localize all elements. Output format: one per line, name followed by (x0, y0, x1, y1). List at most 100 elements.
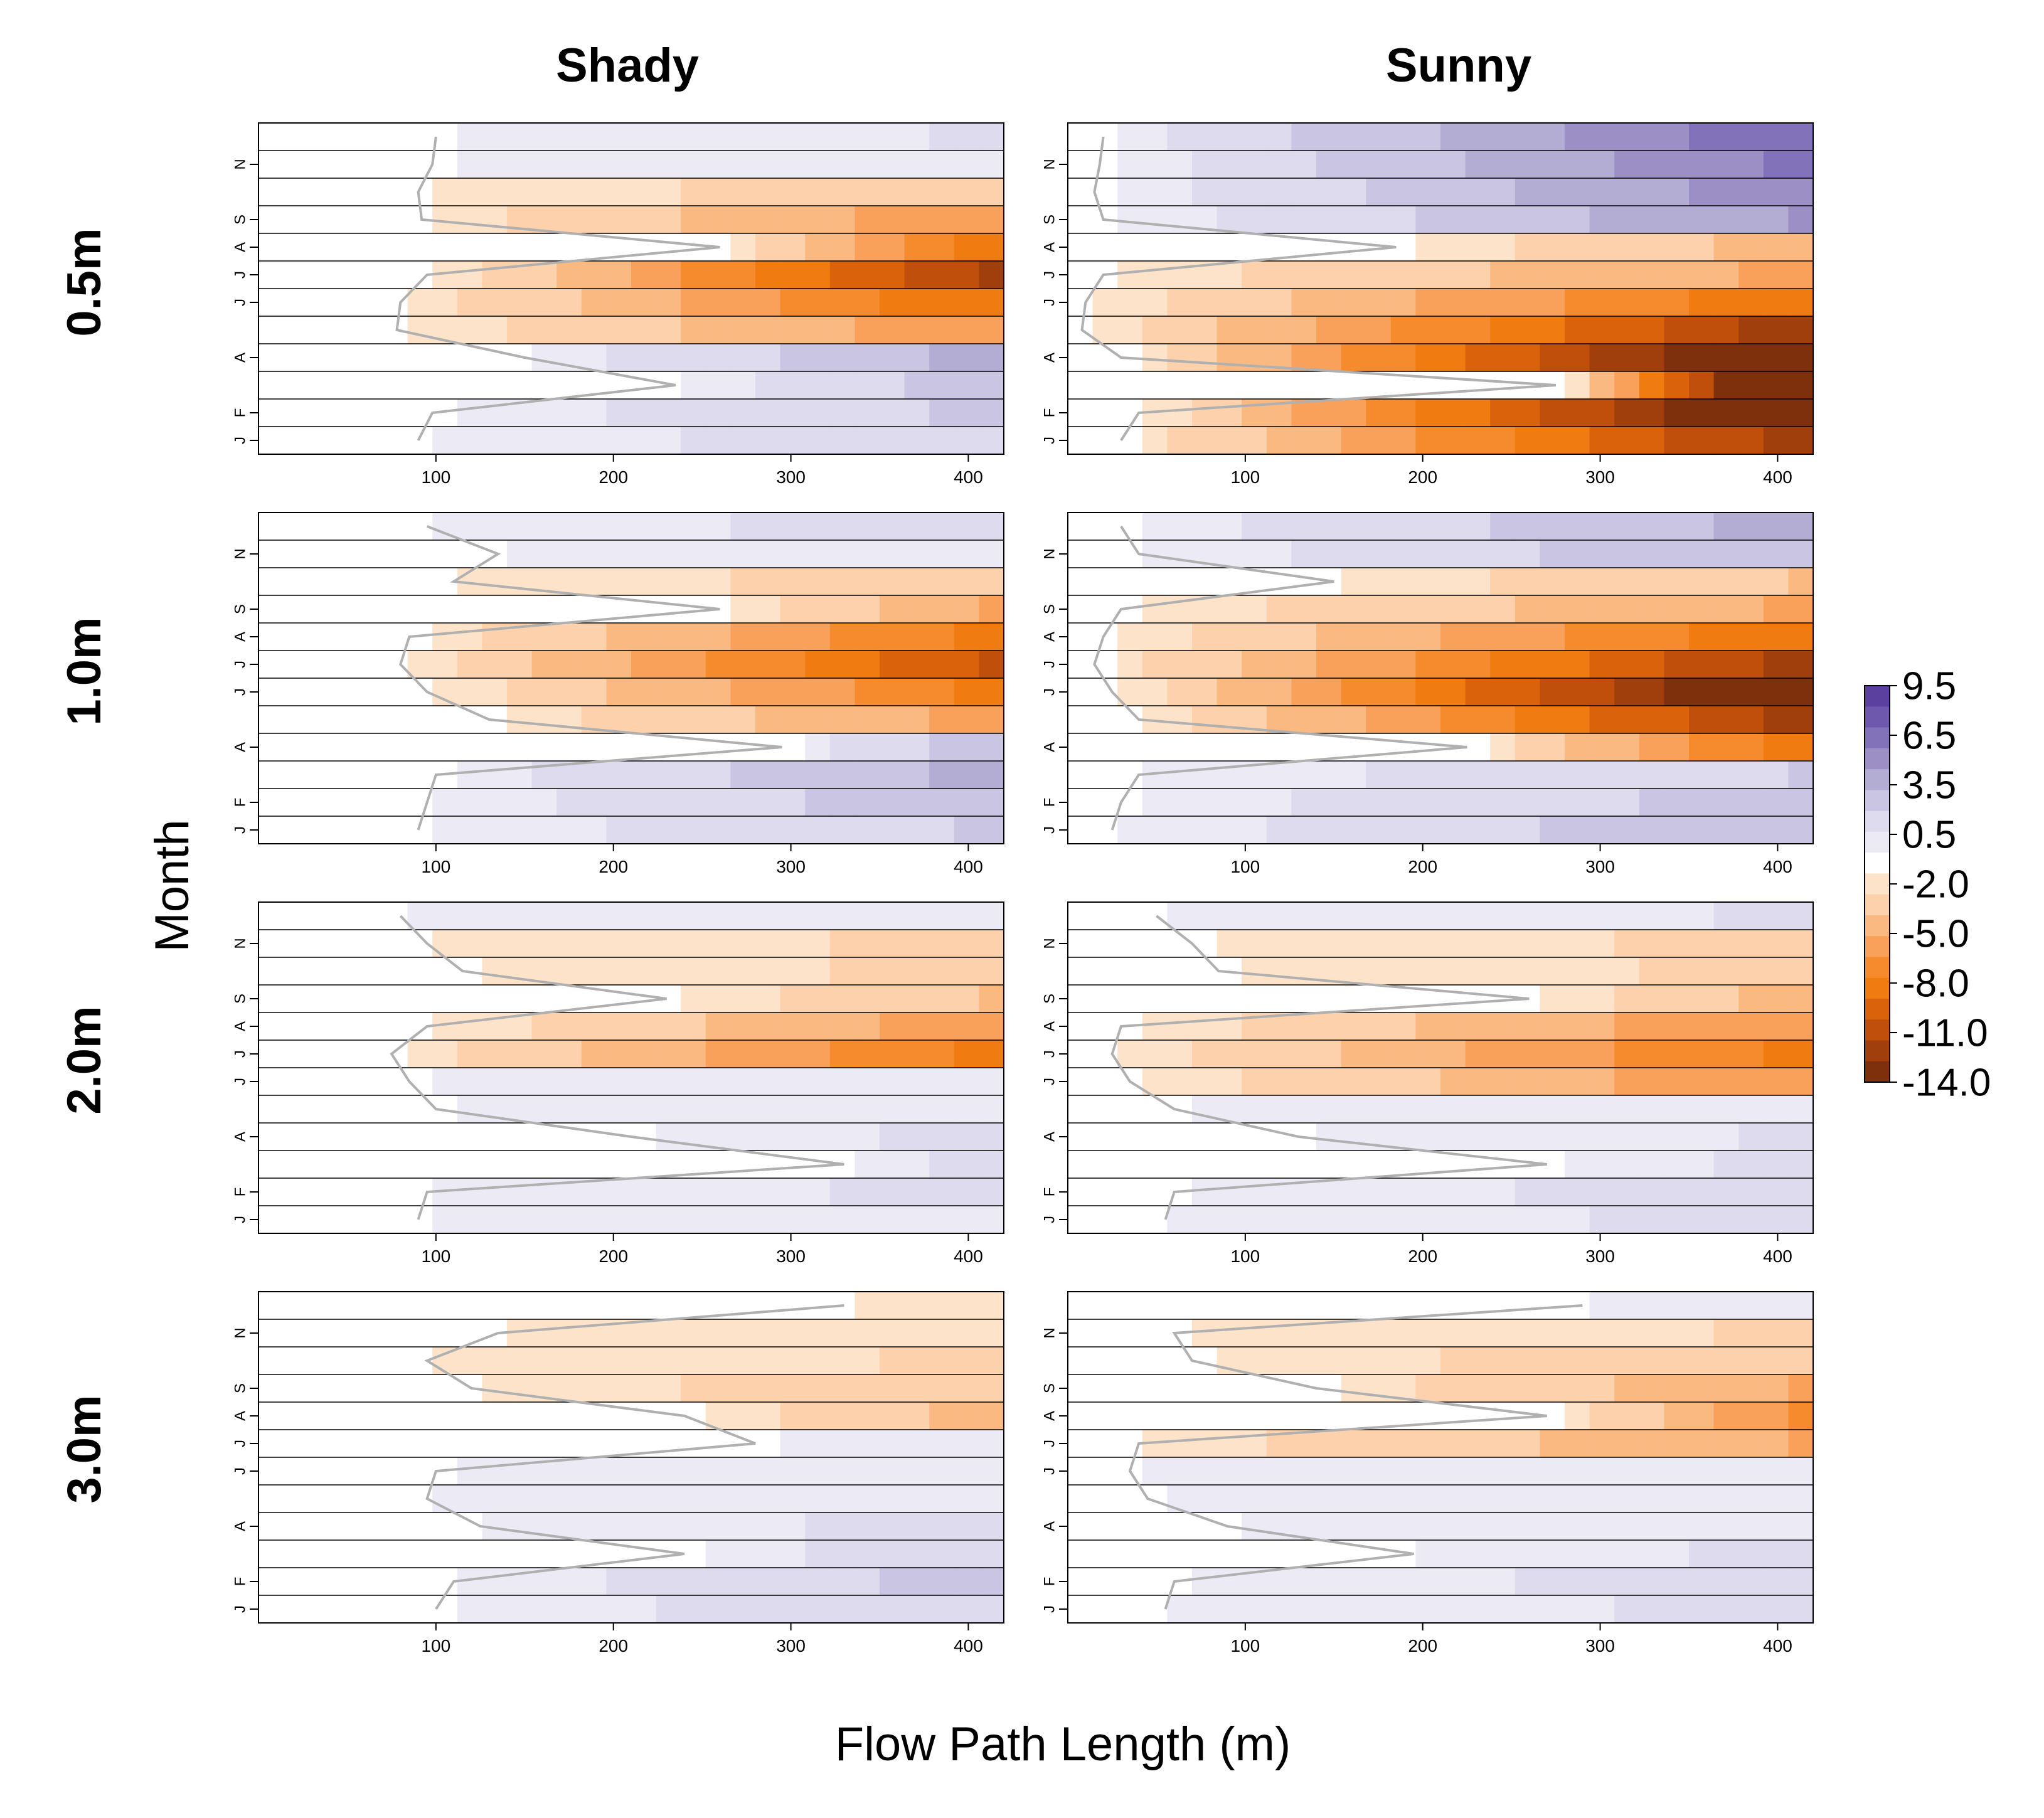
x-tick-label: 200 (1408, 857, 1437, 876)
heat-cell (1316, 1595, 1342, 1624)
heat-cell (1465, 1068, 1491, 1096)
heat-cell (780, 289, 806, 317)
heat-cell (1341, 399, 1366, 427)
x-tick-label: 200 (599, 1636, 628, 1656)
heat-cell (457, 206, 482, 234)
heat-cell (904, 316, 930, 344)
heat-cell (1565, 233, 1590, 262)
heat-cell (904, 789, 930, 817)
heat-cell (1639, 706, 1664, 734)
heat-cell (1589, 761, 1615, 789)
heat-cell (1415, 957, 1441, 986)
heat-cell (1664, 233, 1690, 262)
heat-cell (880, 1123, 905, 1151)
heat-cell (979, 1347, 1004, 1375)
heat-cell (730, 985, 756, 1013)
heat-cell (507, 151, 533, 179)
heat-cell (482, 1347, 508, 1375)
heat-cell (631, 289, 657, 317)
heat-cell (1242, 1319, 1267, 1348)
heat-cell (880, 1485, 905, 1513)
heat-cell (1639, 595, 1664, 624)
month-tick-label: A (1041, 1521, 1058, 1531)
heat-cell (1713, 1068, 1739, 1096)
heat-cell (1788, 289, 1814, 317)
heat-cell (482, 957, 508, 986)
heat-cell (1713, 623, 1739, 651)
heat-cell (904, 1347, 930, 1375)
heat-cell (482, 123, 508, 151)
heat-cell (1788, 1319, 1814, 1348)
heat-cell (556, 1512, 582, 1541)
heat-cell (929, 1347, 955, 1375)
heat-cell (780, 1095, 806, 1124)
heat-cell (1490, 1457, 1516, 1486)
heat-cell (1465, 1512, 1491, 1541)
heat-cell (631, 816, 657, 844)
heat-cell (1366, 399, 1392, 427)
heat-cell (1639, 261, 1664, 289)
heat-cell (1242, 1095, 1267, 1124)
heat-cell (1490, 316, 1516, 344)
heat-cell (880, 206, 905, 234)
heat-cell (1366, 316, 1392, 344)
heat-cell (1565, 1374, 1590, 1403)
heat-cell (730, 316, 756, 344)
heat-cell (1664, 706, 1690, 734)
heat-cell (829, 733, 855, 762)
heat-cell (755, 816, 781, 844)
heat-cell (1192, 651, 1218, 679)
heat-cell (1465, 513, 1491, 541)
heat-cell (1490, 1068, 1516, 1096)
heat-cell (1540, 261, 1565, 289)
heat-cell (755, 595, 781, 624)
heat-cell (1713, 1402, 1739, 1430)
heat-cell (507, 678, 533, 706)
heat-cell (1639, 1123, 1664, 1151)
heat-cell (1142, 261, 1168, 289)
heat-cell (482, 1485, 508, 1513)
heat-cell (1242, 678, 1267, 706)
heat-cell (581, 1347, 607, 1375)
heat-cell (805, 1430, 831, 1458)
heat-cell (1664, 1430, 1690, 1458)
heat-cell (1341, 1485, 1366, 1513)
heat-cell (805, 985, 831, 1013)
heat-cell (1142, 1013, 1168, 1041)
heat-cell (1565, 1178, 1590, 1206)
heat-cell (1713, 651, 1739, 679)
heat-cell (805, 151, 831, 179)
heat-cell (1514, 1319, 1540, 1348)
heat-cell (1316, 123, 1342, 151)
heat-cell (854, 1123, 880, 1151)
month-tick-label: F (232, 1188, 248, 1197)
heat-cell (780, 1374, 806, 1403)
heat-cell (1639, 1319, 1664, 1348)
heat-cell (1738, 595, 1764, 624)
heat-cell (1788, 540, 1814, 568)
heat-cell (507, 178, 533, 206)
heat-cell (1788, 1568, 1814, 1596)
heat-cell (1415, 1123, 1441, 1151)
month-tick-label: N (1041, 1327, 1058, 1338)
heat-cell (854, 930, 880, 958)
heat-cell (556, 178, 582, 206)
heat-cell (1565, 289, 1590, 317)
heat-cell (904, 1151, 930, 1179)
heat-cell (1788, 1040, 1814, 1068)
heat-cell (1415, 1457, 1441, 1486)
heat-cell (730, 930, 756, 958)
heat-cell (929, 316, 955, 344)
heat-cell (1738, 1540, 1764, 1568)
heat-cell (531, 623, 557, 651)
heat-cell (730, 1095, 756, 1124)
heat-cell (780, 1178, 806, 1206)
heat-cell (1291, 957, 1317, 986)
heat-cell (656, 789, 681, 817)
heat-cell (507, 1040, 533, 1068)
heat-cell (681, 1485, 706, 1513)
heat-cell (1639, 1374, 1664, 1403)
heat-cell (1738, 1485, 1764, 1513)
heat-cell (1788, 1540, 1814, 1568)
